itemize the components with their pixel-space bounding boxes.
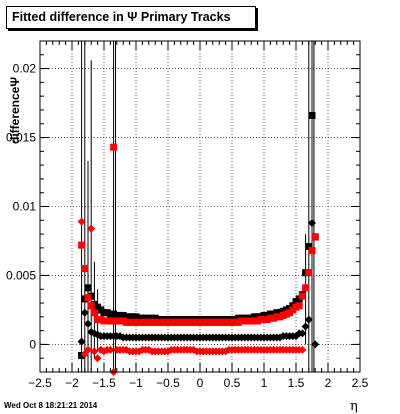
data-point-square	[305, 242, 313, 250]
x-tick-label: −0.5	[156, 376, 180, 390]
y-tick-label: 0.005	[6, 268, 36, 282]
y-tick-label: 0.01	[13, 200, 37, 214]
data-point-diamond	[301, 322, 310, 331]
data-point-square	[78, 351, 86, 359]
data-point-diamond	[84, 345, 92, 354]
data-point-square	[84, 284, 92, 292]
data-point-square	[87, 302, 95, 310]
x-tick-label: 2.5	[352, 376, 369, 390]
y-axis-label-wrap: differenceΨ	[8, 48, 24, 144]
data-point-diamond	[90, 347, 99, 356]
data-point-square	[81, 265, 89, 273]
data-point-square	[295, 302, 303, 310]
title-box: Fitted difference in Ψ Primary Tracks	[6, 6, 256, 29]
data-point-diamond	[311, 340, 320, 349]
x-tick-label: 0	[197, 376, 204, 390]
x-tick-label: 1.5	[288, 376, 305, 390]
x-axis-label: η	[350, 399, 358, 414]
chart-title: Fitted difference in Ψ Primary Tracks	[12, 10, 231, 24]
data-point-diamond	[308, 219, 316, 228]
x-tick-label: −2	[65, 376, 79, 390]
data-point-square	[90, 309, 98, 317]
data-point-diamond	[84, 319, 92, 328]
data-point-square	[110, 143, 118, 151]
axis-layer: −2.5 −2 −1.5 −1 −0.5 0 0.5 1 1.5 2 2.5 0 0.005 0.01 0.…	[6, 41, 369, 390]
x-tick-label: 1	[261, 376, 268, 390]
x-tick-label: −2.5	[28, 376, 52, 390]
data-point-diamond	[77, 217, 86, 226]
grid-layer	[40, 41, 360, 372]
x-tick-label: −1.5	[92, 376, 116, 390]
data-point-diamond	[87, 224, 96, 233]
data-point-diamond	[77, 337, 86, 346]
x-tick-label: −1	[129, 376, 143, 390]
data-point-square	[298, 292, 306, 300]
data-point-square	[302, 284, 310, 292]
y-tick-label: 0.02	[13, 62, 37, 76]
date-stamp: Wed Oct 8 18:21:21 2014	[4, 401, 98, 410]
data-point-diamond	[304, 315, 313, 324]
data-point-diamond	[298, 329, 307, 338]
data-point-square	[308, 247, 316, 255]
y-tick-label: 0.015	[6, 131, 36, 145]
y-tick-label: 0	[29, 337, 36, 351]
data-point-square	[78, 241, 86, 249]
x-tick-label: 0.5	[224, 376, 241, 390]
marker-layer	[77, 111, 320, 376]
data-point-square	[106, 317, 114, 325]
data-point-diamond	[93, 354, 102, 363]
data-point-diamond	[80, 308, 89, 317]
data-point-diamond	[106, 345, 115, 354]
data-point-square	[311, 233, 319, 241]
y-axis-label: differenceΨ	[8, 76, 22, 144]
data-point-square	[84, 294, 92, 302]
data-point-square	[308, 111, 316, 119]
x-tick-label: 2	[325, 376, 332, 390]
data-point-diamond	[298, 345, 307, 354]
data-point-square	[305, 269, 313, 277]
